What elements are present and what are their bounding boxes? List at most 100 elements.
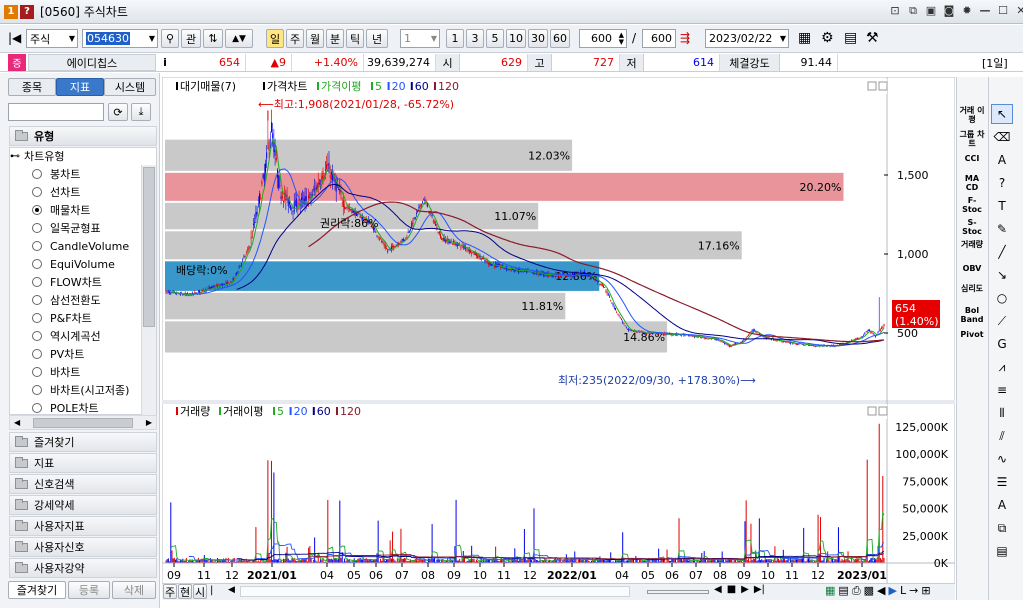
tree-item[interactable]: 선차트 (10, 183, 80, 201)
sync-button[interactable]: ⇅ (203, 29, 223, 48)
radio-icon[interactable] (32, 169, 42, 179)
arrow-left-icon[interactable]: L (899, 584, 907, 597)
indicator-tool[interactable]: CCI (964, 154, 980, 163)
gann-icon[interactable]: G (997, 337, 1007, 351)
tree-item[interactable]: 일목균형표 (10, 219, 101, 237)
options-icon[interactable]: ▩ (863, 584, 875, 597)
indicator-tool[interactable]: F-Stoc (962, 196, 982, 214)
fan-icon[interactable]: ⩘ (998, 359, 1006, 374)
tab-period-minute[interactable]: 분 (326, 29, 344, 48)
trend-icon[interactable]: ⟋ (997, 313, 1007, 328)
date-picker[interactable]: 2023/02/22 ▼ (705, 29, 789, 48)
indicator-tool[interactable]: Bol Band (960, 306, 984, 324)
tab-period-week[interactable]: 주 (286, 29, 304, 48)
wave-icon[interactable]: ∿ (996, 452, 1008, 466)
tab-indicators[interactable]: 지표 (56, 78, 104, 96)
radio-icon[interactable] (32, 295, 42, 305)
sidebar-search-input[interactable] (8, 103, 104, 121)
tree-item[interactable]: 역시계곡선 (10, 327, 101, 345)
scroll-left-icon[interactable]: | (210, 585, 214, 596)
tab-period-day[interactable]: 일 (266, 29, 284, 48)
count-input[interactable]: 600 ▲ ▼ (579, 29, 627, 48)
interval-3-button[interactable]: 3 (466, 29, 484, 48)
tab-period-year[interactable]: 년 (366, 29, 388, 48)
open-icon[interactable]: ▣ (925, 4, 937, 17)
tree-item[interactable]: FLOW차트 (10, 273, 102, 291)
folder-item[interactable]: 사용자강약 (9, 558, 157, 578)
radio-icon[interactable] (32, 331, 42, 341)
fib-icon[interactable]: ≡ (996, 383, 1008, 397)
split-icon[interactable]: ⇶ (680, 31, 691, 45)
retrace-icon[interactable]: ☰ (996, 475, 1008, 489)
chart-scrollbar[interactable] (240, 586, 630, 597)
stock-code-input[interactable]: 054630 ▼ (82, 29, 158, 48)
folder-item[interactable]: 즐겨찾기 (9, 432, 157, 452)
scroll-left-icon[interactable]: ◀ (228, 585, 235, 595)
radio-icon[interactable] (32, 223, 42, 233)
folder-item[interactable]: 신호검색 (9, 474, 157, 494)
close-icon[interactable]: ✕ (1016, 4, 1023, 17)
copy-icon[interactable]: ⧉ (909, 4, 917, 17)
interval-select[interactable]: 1 ▼ (400, 29, 440, 48)
bottom-tab-week[interactable]: 주 (163, 584, 177, 599)
radio-icon[interactable] (32, 313, 42, 323)
cursor-icon[interactable]: ↖ (991, 104, 1013, 124)
camera-icon[interactable]: ◙ (943, 4, 955, 17)
interest-button[interactable]: 관 (181, 29, 201, 48)
info-button[interactable]: i (163, 56, 167, 69)
tree-item[interactable]: POLE차트 (10, 399, 99, 417)
folder-item[interactable]: 사용자신호 (9, 537, 157, 557)
tree-item[interactable]: CandleVolume (10, 237, 129, 255)
indicator-tool[interactable]: 그룹 차트 (959, 130, 985, 148)
scroll-forward-icon[interactable]: ▶ (741, 584, 749, 595)
search-button[interactable]: ⚲ (161, 29, 179, 48)
radio-icon[interactable] (32, 205, 42, 215)
eraser-icon[interactable]: ⌫ (993, 130, 1011, 144)
bottom-tab-delete[interactable]: 삭제 (112, 581, 156, 599)
indicator-tool[interactable]: 거래 이평 (959, 106, 985, 124)
settings-icon[interactable]: ✹ (962, 4, 972, 17)
scroll-left-icon[interactable]: ◀ (14, 418, 21, 427)
line-icon[interactable]: ╱ (998, 245, 1006, 259)
bottom-tab-open[interactable]: 시 (193, 584, 207, 599)
radio-icon[interactable] (32, 403, 42, 413)
copy-icon[interactable]: ⧉ (997, 520, 1007, 535)
radio-icon[interactable] (32, 349, 42, 359)
bottom-tab-register[interactable]: 등록 (68, 581, 110, 599)
help-icon[interactable]: ? (998, 176, 1006, 190)
prev-icon[interactable]: ◀ (877, 584, 886, 597)
indicator-tool[interactable]: 심리도 (960, 284, 984, 293)
tree-item[interactable]: 봉차트 (10, 165, 80, 183)
chart-area[interactable]: 12.03%20.20%11.07%17.16%12.86%11.81%14.8… (162, 77, 955, 597)
gear-icon[interactable]: ⚙ (821, 30, 834, 46)
grid-icon[interactable]: ▦ (798, 30, 812, 46)
tree-item[interactable]: PV차트 (10, 345, 84, 363)
indicator-tool[interactable]: MA CD (964, 174, 980, 192)
maximize-icon[interactable]: ☐ (998, 4, 1008, 17)
updown-button[interactable]: ▲▼ (225, 29, 253, 48)
tree-hscrollbar[interactable]: ◀ ▶ (9, 415, 157, 430)
tools-icon[interactable]: ⚒ (866, 30, 879, 46)
zoom-track[interactable] (647, 590, 709, 594)
bottom-tab-favorites[interactable]: 즐겨찾기 (8, 581, 66, 599)
tab-system[interactable]: 시스템 (104, 78, 156, 96)
bottom-tab-current[interactable]: 현 (178, 584, 192, 599)
hscroll-thumb[interactable] (33, 417, 133, 428)
excel-icon[interactable]: ▦ (825, 584, 836, 597)
auto-icon[interactable]: A (997, 498, 1007, 512)
arrow-icon[interactable]: ↘ (996, 268, 1008, 282)
tree-item[interactable]: 삼선전환도 (10, 291, 101, 309)
minimize-icon[interactable]: — (979, 4, 991, 17)
interval-10-button[interactable]: 10 (506, 29, 526, 48)
link-icon[interactable]: ⊡ (890, 4, 900, 17)
refresh-button[interactable]: ⟳ (108, 103, 128, 121)
expand-icon[interactable]: ⊞ (921, 584, 931, 597)
scroll-thumb[interactable] (143, 167, 155, 327)
tree-item[interactable]: 바차트 (10, 363, 80, 381)
radio-icon[interactable] (32, 385, 42, 395)
interval-60-button[interactable]: 60 (550, 29, 570, 48)
radio-icon[interactable] (32, 277, 42, 287)
tree-item[interactable]: EquiVolume (10, 255, 115, 273)
indicator-tool[interactable]: S-Stoc (962, 218, 982, 236)
help-badge[interactable]: ? (20, 4, 34, 19)
